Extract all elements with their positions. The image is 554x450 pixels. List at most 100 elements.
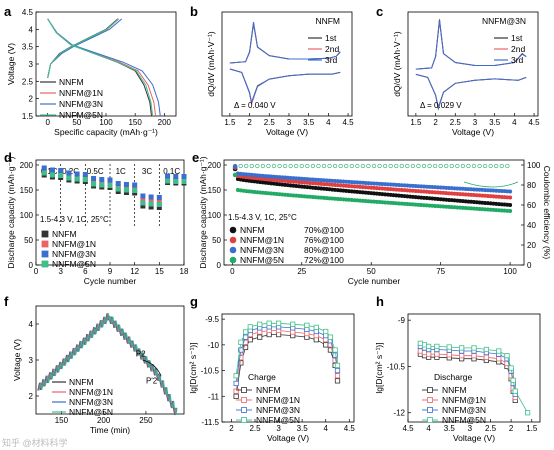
panel-h-point-NNFM@5N [459, 345, 465, 351]
panel-e-ce-point [383, 163, 388, 169]
panel-d-point-NNFM@3N [91, 175, 97, 181]
panel-e-ytick-label: 50 [212, 236, 221, 245]
panel-e-ce-point [271, 163, 277, 169]
panel-e-ytick-right-label: 40 [527, 221, 536, 230]
panel-h-legend-marker [427, 387, 433, 393]
panel-d-point-NNFM@5N [66, 175, 72, 181]
panel-h-letter: h [376, 294, 384, 309]
panel-d-legend-label: NNFM@3N [52, 249, 96, 259]
panel-e-point-NNFM@3N [508, 189, 513, 194]
panel-e-ce-point [310, 163, 315, 169]
panel-g-point-NNFM@5N [304, 322, 310, 328]
panel-g-point-NNFM@5N [313, 324, 319, 330]
panel-g-ytick-label: -11 [208, 392, 220, 401]
panel-e-ce-point [505, 163, 510, 169]
panel-g-line-NNFM [235, 334, 338, 397]
panel-e-point-NNFM@3N [232, 164, 238, 169]
panel-e-ce-point [355, 163, 360, 169]
panel-g-point-NNFM@5N [323, 328, 329, 335]
panel-g-xtick-label: 3 [276, 424, 281, 433]
panel-e-ytick-label: 0 [217, 261, 222, 270]
panel-e-ce-point [321, 163, 327, 169]
panel-d-point-NNFM@3N [123, 181, 129, 187]
watermark: 知乎 @材料科学 [2, 437, 68, 448]
panel-d-point-NNFM@5N [99, 182, 105, 188]
panel-d-point-NNFM@3N [132, 182, 138, 188]
panel-g-legend-marker [241, 417, 247, 423]
panel-e: 0 25 50 75 100 0 50 100 150 200 0 20 40 60 80 100 Cycle … [192, 150, 552, 286]
panel-d-legend-label: NNFM [52, 229, 77, 239]
panel-e-ce-point [305, 163, 310, 169]
panel-g-point-NNFM@5N [334, 362, 341, 369]
panel-c-letter: c [376, 4, 383, 19]
panel-f-xtick-label: 250 [139, 416, 153, 425]
panel-a-xtick-label: 50 [72, 118, 81, 127]
panel-a-ytick-label: 3.5 [22, 43, 34, 52]
panel-g-point-NNFM [334, 378, 341, 384]
panel-c-xtick-label: 2.5 [450, 118, 462, 127]
panel-d-xtick-label: 9 [108, 267, 113, 276]
panel-d-rate-label: 1C [116, 167, 126, 176]
panel-f-annotation-p2: P2 [136, 349, 146, 358]
panel-h-point-NNFM@5N [496, 348, 502, 354]
panel-g-point-NNFM@5N [242, 329, 249, 335]
panel-e-ce-point [327, 163, 332, 169]
panel-d-point-NNFM@5N [41, 170, 47, 176]
panel-b-xlabel: Voltage (V) [266, 127, 308, 137]
panel-a-ytick-label: 1.5 [22, 112, 34, 121]
panel-d-point-NNFM@3N [140, 193, 146, 199]
panel-h-legend-label: NNFM [442, 385, 467, 395]
panel-d-xtick-label: 6 [83, 267, 88, 276]
panel-e-ce-point [238, 163, 243, 169]
panel-g-point-NNFM@3N [238, 347, 244, 353]
panel-d-point-NNFM@5N [115, 186, 121, 192]
panel-f-gitt-curve [38, 313, 178, 416]
panel-d-point-NNFM@5N [156, 201, 162, 207]
panel-b-legend-label: 3rd [325, 55, 338, 65]
panel-b-oxidation-3rd [229, 22, 341, 64]
panel-a-xtick-label: 100 [99, 118, 113, 127]
panel-b-letter: b [190, 4, 198, 19]
panel-d-rate-label: 3C [142, 167, 152, 176]
panel-e-ytick-right-label: 0 [527, 261, 532, 270]
panel-g-point-NNFM@5N [247, 324, 253, 330]
panel-c-xtick-label: 2 [433, 118, 438, 127]
panel-d-point-NNFM@3N [181, 173, 187, 179]
panel-d-legend-label: NNFM@5N [52, 259, 96, 269]
panel-d-legend-marker [41, 240, 49, 248]
panel-a-legend-label: NNFM@1N [59, 88, 103, 98]
panel-c: 1.5 2 2.5 3 3.5 4 4.5 Voltage (V) dQ/dV (mAh·V⁻¹… [376, 4, 540, 137]
panel-a-discharge-NNFM@5N [47, 18, 154, 117]
panel-g-point-NNFM@5N [233, 373, 239, 379]
panel-g-point-NNFM [233, 393, 239, 399]
panel-e-ce-point [338, 163, 343, 169]
panel-d-rate-label: 0.5C [87, 167, 104, 176]
panel-g-point-NNFM [247, 337, 253, 343]
panel-e-ce-point [333, 163, 338, 169]
panel-h-point-NNFM@1N [471, 353, 477, 359]
panel-d-point-NNFM@5N [49, 172, 55, 178]
panel-e-ytick-label: 150 [208, 186, 222, 195]
panel-g-point-NNFM@3N [233, 380, 239, 387]
panel-d-point-NNFM@3N [58, 167, 64, 173]
panel-b-legend-label: 1st [325, 33, 337, 43]
panel-f-annotation-p2prime: P'2 [146, 376, 158, 385]
panel-h-point-NNFM@5N [446, 344, 452, 350]
panel-b-annotation: Δ = 0.040 V [234, 101, 276, 110]
panel-d-ytick-label: 0 [29, 261, 34, 270]
panel-g-legend-marker [241, 397, 247, 403]
panel-h-xtick-label: 3.5 [444, 424, 456, 433]
panel-g-frame [221, 313, 355, 423]
panel-e-ce-point [488, 163, 493, 169]
panel-h-ylabel: lg[D(cm² s⁻¹)] [374, 342, 384, 393]
panel-d-point-NNFM@3N [49, 167, 55, 173]
panel-b-xtick-label: 3.5 [303, 118, 315, 127]
panel-e-point-NNFM [508, 203, 513, 208]
panel-g-xtick-label: 3.5 [297, 424, 309, 433]
panel-e-ce-point [288, 163, 293, 169]
panel-e-xtick-label: 75 [436, 267, 445, 276]
panel-g: 2 2.5 3 3.5 4 4.5 -11.5 -11 -10.5 -10 -9.5 Voltage … [188, 294, 355, 443]
panel-g-point-NNFM@5N [290, 321, 296, 327]
panel-c-legend-label: 1st [511, 33, 523, 43]
